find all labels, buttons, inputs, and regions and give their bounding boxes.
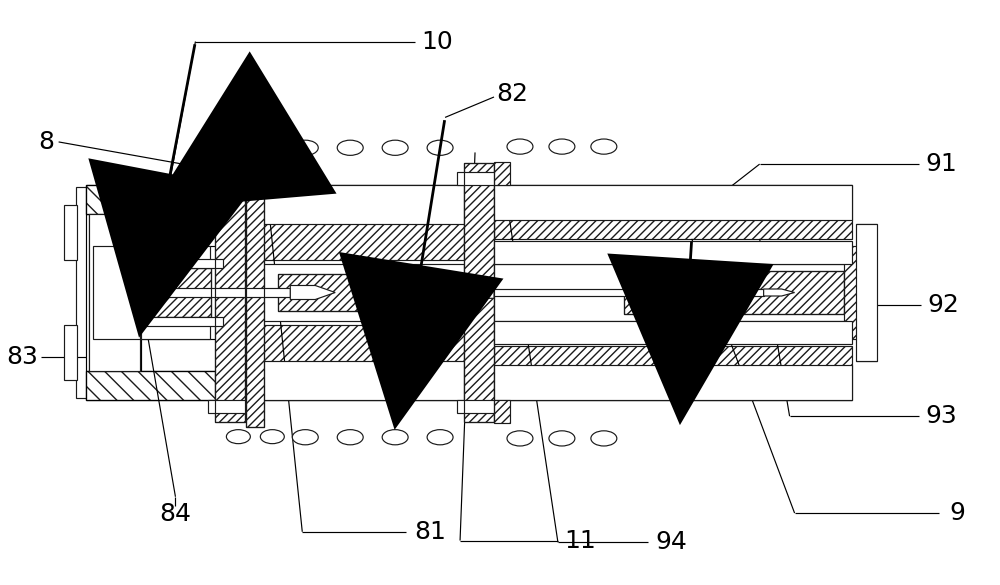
Bar <box>246 159 264 426</box>
Bar <box>93 246 140 339</box>
Bar <box>143 268 211 317</box>
Bar <box>494 162 510 185</box>
Bar <box>494 264 852 321</box>
Bar <box>494 289 764 296</box>
Bar <box>64 325 77 380</box>
Text: 84: 84 <box>159 503 191 526</box>
Circle shape <box>549 139 575 154</box>
Circle shape <box>382 140 408 156</box>
Text: 11: 11 <box>564 528 596 553</box>
Bar <box>86 184 215 214</box>
Bar <box>494 400 510 423</box>
Text: 9: 9 <box>949 501 965 525</box>
Circle shape <box>260 429 284 443</box>
Circle shape <box>507 139 533 154</box>
Bar <box>248 264 464 321</box>
Bar <box>208 172 253 185</box>
Circle shape <box>260 142 284 156</box>
Bar <box>86 371 215 401</box>
Text: 92: 92 <box>927 293 959 317</box>
Circle shape <box>591 139 617 154</box>
Circle shape <box>337 140 363 156</box>
Text: 81: 81 <box>414 520 446 544</box>
Bar <box>248 325 464 400</box>
Bar <box>248 185 464 223</box>
Bar <box>624 271 844 314</box>
Circle shape <box>292 429 318 445</box>
Bar <box>624 260 844 325</box>
Circle shape <box>382 429 408 445</box>
Bar <box>248 185 464 260</box>
Bar <box>624 271 844 314</box>
Circle shape <box>226 429 250 443</box>
Bar <box>494 185 852 239</box>
Bar <box>143 317 223 326</box>
Bar <box>494 346 852 400</box>
Bar <box>494 321 852 344</box>
Bar <box>64 205 77 260</box>
Bar <box>464 163 494 422</box>
Circle shape <box>226 142 250 156</box>
Polygon shape <box>444 287 494 298</box>
Bar <box>494 241 852 264</box>
Text: 91: 91 <box>926 152 957 176</box>
Bar <box>246 159 264 426</box>
Bar <box>457 400 502 413</box>
Text: 10: 10 <box>421 30 453 54</box>
Bar <box>76 187 89 398</box>
Polygon shape <box>86 184 215 214</box>
Text: 83: 83 <box>7 345 39 369</box>
Bar <box>278 274 376 311</box>
Bar <box>856 223 877 362</box>
Circle shape <box>591 431 617 446</box>
Bar <box>143 268 211 317</box>
Text: 8: 8 <box>39 130 55 154</box>
Circle shape <box>292 140 318 156</box>
Text: 94: 94 <box>656 530 688 554</box>
Text: 93: 93 <box>926 404 957 428</box>
Polygon shape <box>290 285 335 300</box>
Polygon shape <box>764 289 795 296</box>
Bar <box>457 172 502 185</box>
Bar <box>278 274 376 311</box>
Bar <box>93 246 140 339</box>
Circle shape <box>337 429 363 445</box>
Circle shape <box>549 431 575 446</box>
Bar <box>141 325 210 339</box>
Bar <box>141 246 210 260</box>
Bar <box>494 365 852 400</box>
Bar <box>464 163 494 422</box>
Bar <box>215 163 245 422</box>
Text: 82: 82 <box>496 82 528 106</box>
Bar <box>89 214 140 371</box>
Bar <box>215 163 245 422</box>
Bar <box>208 400 253 413</box>
Bar <box>248 362 464 400</box>
Bar <box>844 246 865 339</box>
Bar <box>141 288 290 297</box>
Bar <box>143 259 223 268</box>
Polygon shape <box>86 371 215 401</box>
Circle shape <box>507 431 533 446</box>
Circle shape <box>427 429 453 445</box>
Bar <box>494 185 852 220</box>
Circle shape <box>427 140 453 156</box>
